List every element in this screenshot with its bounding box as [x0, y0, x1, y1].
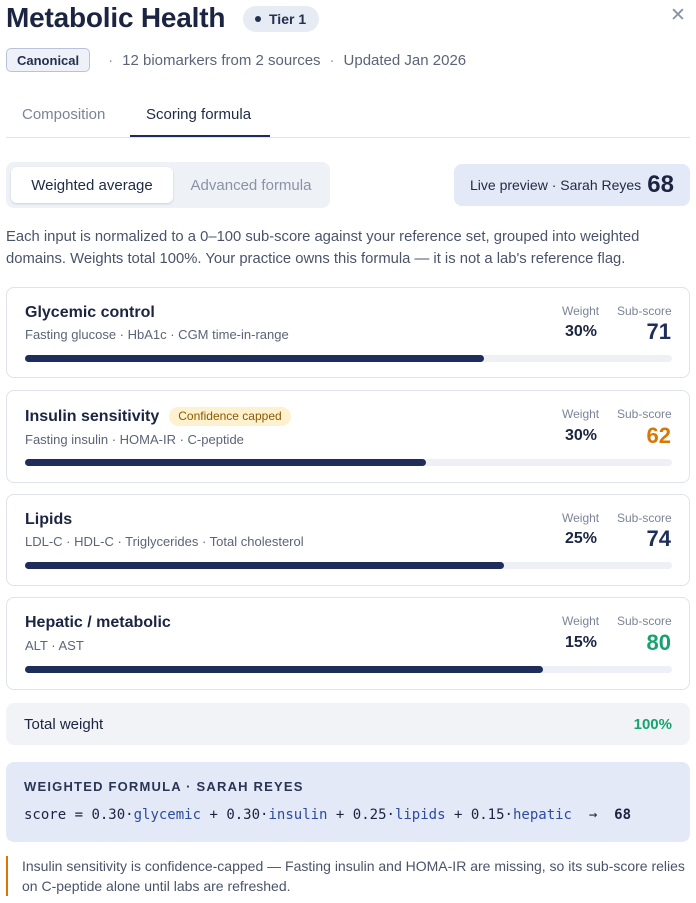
tab-composition[interactable]: Composition — [22, 106, 106, 123]
weight-label: Weight — [562, 407, 600, 421]
advanced-formula-option[interactable]: Advanced formula — [190, 176, 312, 194]
domain-card-lipids[interactable]: Lipids LDL-C · HDL-C · Triglycerides · T… — [6, 494, 690, 586]
formula-dot: · — [125, 807, 134, 823]
live-preview-score: 68 — [647, 171, 674, 198]
domain-card-insulin[interactable]: Insulin sensitivity Confidence capped Fas… — [6, 390, 690, 483]
close-button[interactable]: ✕ — [670, 5, 686, 26]
domain-card-hepatic[interactable]: Hepatic / metabolic ALT · AST Weight Sub… — [6, 597, 690, 690]
meta-separator: · — [329, 51, 335, 69]
confidence-note: Insulin sensitivity is confidence-capped… — [6, 856, 690, 896]
formula-expression: score = 0.30·glycemic + 0.30·insulin + 0… — [24, 807, 631, 823]
sub-score-bar — [25, 459, 672, 466]
domain-sub-score: 71 — [646, 319, 671, 344]
domain-card-glycemic[interactable]: Glycemic control Fasting glucose · HbA1c… — [6, 287, 690, 378]
weighted-formula-panel: WEIGHTED FORMULA · SARAH REYES score = 0… — [6, 762, 690, 842]
sub-score-label: Sub-score — [617, 407, 672, 421]
meta-separator: · — [108, 51, 114, 69]
domain-name: Hepatic / metabolic — [25, 614, 171, 631]
domain-weight: 25% — [565, 530, 598, 547]
canonical-badge: Canonical — [6, 48, 91, 72]
biomarker-count: 12 biomarkers from 2 sources — [122, 51, 321, 69]
formula-dot: · — [386, 807, 395, 823]
tier-badge-label: Tier 1 — [269, 11, 307, 27]
formula-var: lipids — [394, 807, 446, 823]
formula-description: Each input is normalized to a 0–100 sub-… — [6, 229, 640, 267]
active-tab-indicator — [130, 135, 270, 137]
sub-score-bar-fill — [25, 459, 427, 466]
domain-markers: Fasting insulin · HOMA-IR · C-peptide — [25, 432, 244, 447]
weighted-average-option[interactable]: Weighted average — [11, 167, 173, 203]
sub-score-bar-fill — [25, 562, 504, 569]
formula-heading: WEIGHTED FORMULA · SARAH REYES — [24, 779, 304, 794]
formula-coef: 0.25 — [352, 807, 387, 823]
formula-mode-toggle: Weighted average Advanced formula — [6, 162, 330, 208]
header: Metabolic Health Tier 1 ✕ — [6, 0, 690, 40]
domain-sub-score: 80 — [646, 630, 671, 655]
domain-sub-score: 74 — [646, 526, 671, 551]
page-title: Metabolic Health — [6, 2, 226, 33]
sub-score-bar-fill — [25, 666, 543, 673]
domain-name: Insulin sensitivity Confidence capped — [25, 407, 291, 426]
formula-coef: 0.30 — [226, 807, 261, 823]
domain-name: Lipids — [25, 511, 73, 528]
sub-score-bar — [25, 666, 672, 673]
live-preview-label: Live preview · Sarah Reyes — [470, 177, 642, 193]
formula-dot: · — [504, 807, 513, 823]
formula-var: insulin — [268, 807, 328, 823]
total-weight-value: 100% — [633, 716, 672, 733]
sub-score-bar — [25, 355, 672, 362]
weight-label: Weight — [562, 614, 600, 628]
domain-sub-score: 62 — [646, 423, 671, 448]
live-preview-panel: Live preview · Sarah Reyes 68 — [454, 164, 690, 206]
formula-var: hepatic — [512, 807, 572, 823]
domain-name: Glycemic control — [25, 304, 155, 321]
total-weight-row: Total weight 100% — [6, 703, 690, 745]
domain-weight: 30% — [565, 427, 598, 444]
formula-var: glycemic — [133, 807, 202, 823]
domain-markers: Fasting glucose · HbA1c · CGM time-in-ra… — [25, 327, 289, 342]
domain-weight: 15% — [565, 634, 598, 651]
sub-score-bar-fill — [25, 355, 485, 362]
domain-weight: 30% — [565, 323, 598, 340]
tier-dot-icon — [255, 16, 261, 22]
tab-scoring-formula[interactable]: Scoring formula — [146, 106, 252, 123]
sub-score-label: Sub-score — [617, 304, 672, 318]
domain-markers: LDL-C · HDL-C · Triglycerides · Total ch… — [25, 534, 304, 549]
tab-bar: Composition Scoring formula — [6, 94, 690, 138]
formula-coef: 0.15 — [470, 807, 505, 823]
formula-coef: 0.30 — [91, 807, 126, 823]
weight-label: Weight — [562, 304, 600, 318]
formula-result: 68 — [614, 807, 632, 823]
formula-dot: · — [260, 807, 269, 823]
sub-score-bar — [25, 562, 672, 569]
formula-plus: + — [327, 807, 353, 823]
updated-date: Updated Jan 2026 — [343, 51, 467, 69]
confidence-capped-badge: Confidence capped — [169, 407, 291, 426]
formula-plus: + — [201, 807, 227, 823]
total-weight-label: Total weight — [24, 716, 104, 733]
tier-badge: Tier 1 — [243, 6, 320, 32]
meta-row: Canonical · 12 biomarkers from 2 sources… — [6, 48, 466, 72]
weight-label: Weight — [562, 511, 600, 525]
formula-plus: + — [445, 807, 471, 823]
formula-prefix: score = — [24, 807, 92, 823]
sub-score-label: Sub-score — [617, 511, 672, 525]
formula-arrow: → — [572, 807, 615, 823]
sub-score-label: Sub-score — [617, 614, 672, 628]
domain-markers: ALT · AST — [25, 638, 84, 653]
